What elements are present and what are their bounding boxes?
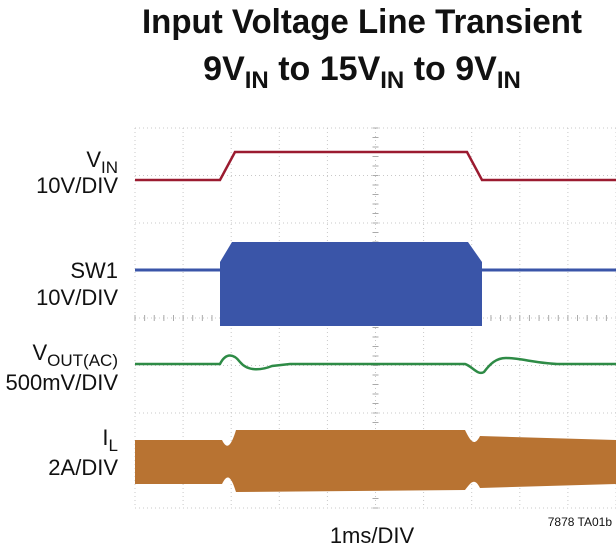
title-line1: Input Voltage Line Transient [142,3,582,41]
sw1-trace [220,242,482,326]
title-sub: IN [497,67,521,94]
trace-label: SW1 [70,258,118,283]
label-sub: IN [101,158,118,177]
title-part: 9V [203,50,245,88]
label-main: V [32,340,47,365]
trace-scale: 10V/DIV [36,285,118,310]
x-label: 1ms/DIV [330,523,415,548]
figure-id: 7878 TA01b [548,515,613,529]
title-part: to 15V [269,50,381,88]
trace-scale: 500mV/DIV [6,370,119,395]
title-sub: IN [245,67,269,94]
trace-label: VIN [86,147,118,177]
trace-scale: 2A/DIV [48,455,118,480]
trace-label: VOUT(AC) [32,340,118,370]
vout-trace [135,354,616,375]
label-sub: OUT(AC) [47,351,118,370]
label-main: V [86,147,101,172]
title-part: to 9V [404,50,497,88]
trace-scale: 10V/DIV [36,173,118,198]
label-sub: L [109,436,118,455]
title-line2: 9VIN to 15VIN to 9VIN [203,50,521,94]
title-sub: IN [380,67,404,94]
vin-trace [135,150,616,182]
label-main: I [102,425,108,450]
trace-label: IL [102,425,118,455]
il-trace [135,430,616,492]
